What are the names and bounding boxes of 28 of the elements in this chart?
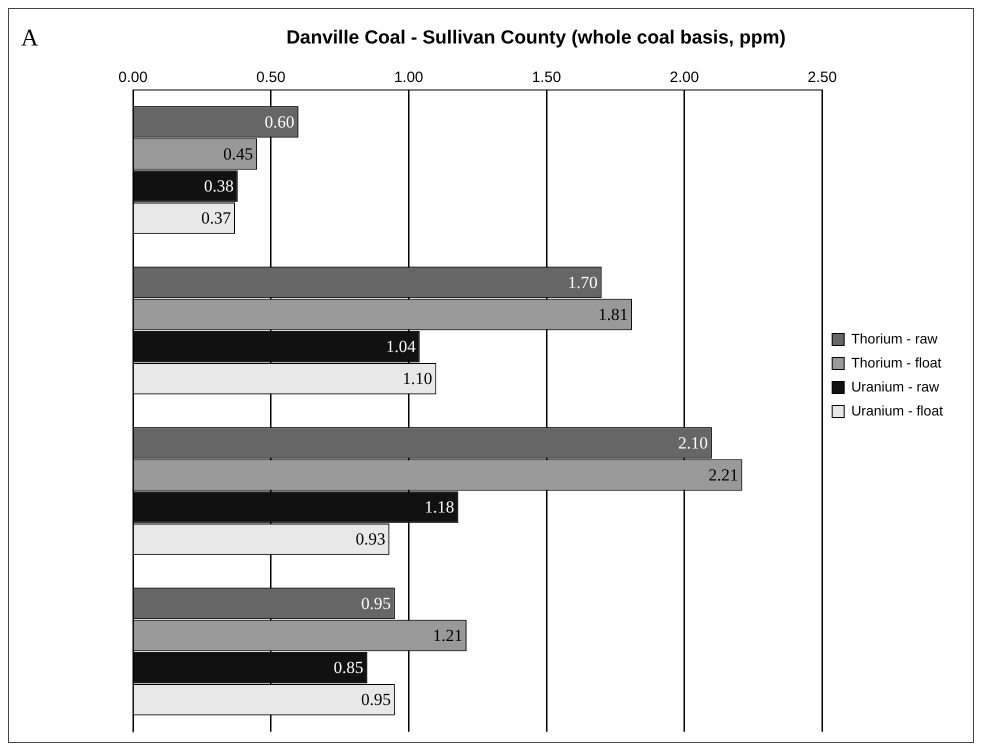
x-tick-label: 2.50: [808, 68, 837, 86]
data-label: 0.93: [356, 530, 386, 549]
data-label: 0.60: [264, 112, 294, 132]
legend-label: Thorium - raw: [851, 330, 938, 346]
x-tick-label: 0.00: [118, 68, 148, 86]
x-tick-label: 2.00: [670, 68, 699, 86]
text: A: [21, 25, 39, 52]
data-label: 0.37: [201, 208, 232, 228]
data-label: 0.95: [361, 594, 391, 613]
data-label: 1.21: [432, 626, 463, 645]
data-label: 1.10: [402, 369, 432, 388]
chart-title: Danville Coal - Sullivan County (whole coal basis, ppm): [286, 28, 786, 49]
x-tick-label: 1.00: [394, 68, 424, 86]
legend-label: Uranium - float: [851, 402, 944, 418]
data-label: 1.81: [598, 304, 628, 324]
data-label: 1.70: [568, 272, 598, 292]
legend-label: Uranium - raw: [851, 378, 940, 394]
data-label: 1.18: [424, 498, 454, 517]
data-label: 1.04: [386, 337, 416, 356]
x-tick-label: 1.50: [532, 68, 562, 86]
data-label: 0.95: [361, 690, 391, 710]
data-label: 2.10: [678, 433, 708, 452]
legend-label: Thorium - float: [851, 354, 942, 370]
data-label: 0.85: [334, 658, 364, 678]
x-tick-label: 0.50: [256, 68, 286, 86]
data-label: 0.38: [204, 176, 234, 196]
data-label: 2.21: [708, 465, 738, 484]
data-label: 0.45: [223, 144, 254, 164]
